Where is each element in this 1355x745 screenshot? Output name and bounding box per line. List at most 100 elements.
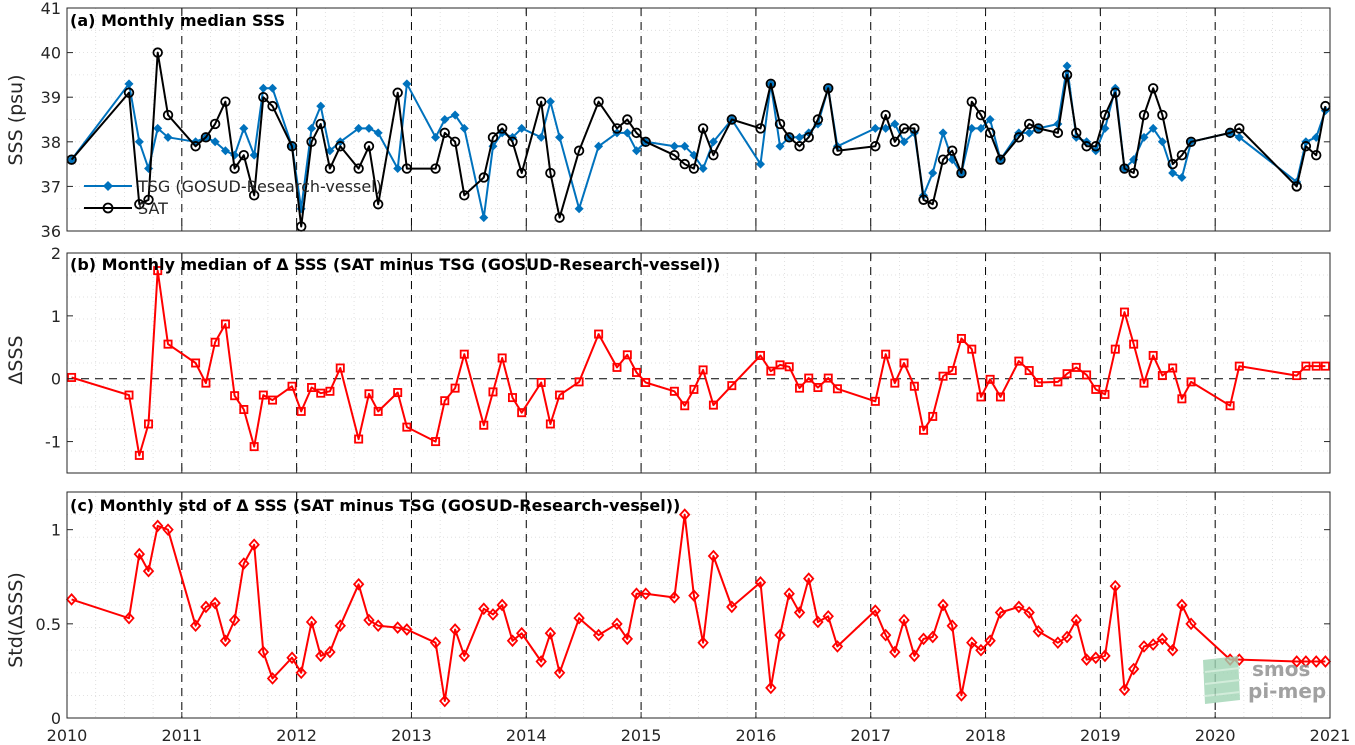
data-point [1109,579,1122,593]
data-point [516,167,527,179]
x-tick-label: 2019 [1080,726,1121,745]
data-point [506,634,519,648]
data-point [372,619,384,633]
y-tick-label: 38 [41,133,61,152]
data-point [1033,377,1043,387]
data-point [890,119,900,129]
data-point [592,628,605,642]
panel-a-y-ticks: 36 37 38 39 40 41 [41,0,1330,241]
data-point [123,611,135,625]
data-point [927,630,939,644]
data-point [555,390,565,400]
panel-b-frame [66,252,1331,474]
panel-a-legend: TSG (GOSUD-Research-vessel) SAT [84,177,382,218]
data-point [917,632,930,646]
data-point [392,87,403,98]
x-axis-year-labels: 2010 2011 2012 2013 2014 2015 2016 2017 2018 2019… [47,726,1351,745]
data-point [831,640,844,653]
data-point [1147,638,1159,651]
data-point [249,150,259,160]
data-point [335,141,346,152]
data-point [449,136,461,148]
data-point [975,643,987,657]
legend-marker-tsg [103,181,113,191]
data-point [1139,378,1149,388]
data-point [487,608,499,621]
panel-a-plot-area [67,8,1330,231]
data-point [612,362,622,372]
data-point [966,636,978,650]
data-point [669,141,679,151]
y-tick-label: 36 [41,222,61,241]
data-point [593,96,604,107]
data-point [496,598,508,612]
data-point [755,123,766,134]
data-point [478,172,489,183]
data-point [1234,132,1244,142]
data-point [162,109,174,121]
data-point [325,386,335,396]
data-point [431,132,441,142]
data-point [1061,630,1073,644]
data-point [1320,361,1330,371]
data-point [1185,617,1197,631]
data-point [248,190,260,201]
series-line-1 [70,51,1327,228]
data-point [315,649,327,663]
data-point [554,212,565,223]
data-point [1311,361,1321,371]
data-point [393,164,403,174]
data-point [1167,158,1178,170]
data-point [162,523,174,537]
data-point [995,154,1006,165]
data-point [1138,109,1150,121]
data-point [65,593,78,606]
data-point [189,619,202,633]
data-point [822,609,834,623]
data-point [870,123,880,133]
data-point [1110,344,1120,354]
data-point [286,141,298,152]
data-point [698,365,708,375]
data-point [794,141,805,152]
data-point [316,388,326,398]
data-point [286,651,298,665]
data-point [401,623,413,636]
data-point [1310,655,1322,668]
data-point [431,437,441,447]
data-point [766,366,776,376]
data-point [1224,127,1236,139]
data-point [1099,649,1111,663]
data-point [1319,655,1332,668]
data-point [200,600,212,614]
data-point [594,141,604,151]
data-point [1138,640,1150,653]
data-point [1311,149,1322,161]
data-point [123,87,135,98]
data-point [938,371,948,381]
data-point [1129,339,1139,349]
data-point [669,386,679,396]
data-point [966,96,977,107]
data-point [1062,369,1072,379]
data-point [1291,181,1302,192]
data-point [517,123,527,133]
data-point [354,123,364,133]
data-point [373,128,383,138]
data-point [909,381,919,391]
data-point [708,149,719,161]
data-point [726,600,738,614]
legend-label-sat: SAT [138,199,168,218]
data-point [1099,109,1111,121]
data-point [870,396,880,406]
logo-text-line1: smos [1252,657,1310,681]
y-tick-label: -1 [45,433,61,452]
data-point [458,649,470,663]
data-point [190,141,201,152]
data-point [1110,87,1121,98]
data-point [248,538,260,552]
panel-c: 00.51 (c) Monthly std of Δ SSS (SAT minu… [5,491,1351,745]
data-point [631,127,642,139]
data-point [295,666,307,680]
